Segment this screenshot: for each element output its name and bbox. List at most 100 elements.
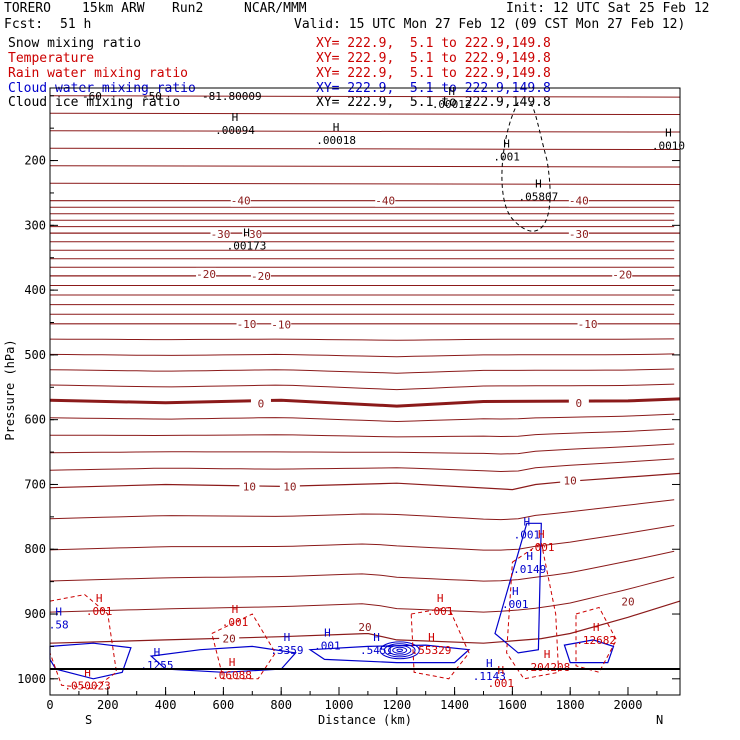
x-axis-label: Distance (km): [318, 713, 412, 727]
isotherm-label: -20: [612, 269, 632, 282]
field-name-cloud-ice: Cloud ice mixing ratio: [8, 95, 181, 110]
contour-label-bg: [560, 474, 581, 487]
max-marker-h: H: [55, 606, 62, 619]
y-tick-label: 1000: [17, 672, 46, 686]
contour-label-bg: [236, 317, 257, 330]
cloud-contour-layer: [49, 101, 617, 690]
max-marker-h: H: [232, 111, 239, 124]
isotherm-label: -30: [569, 228, 589, 241]
contour-label-bg: [568, 396, 589, 409]
field-xy-snow: XY= 222.9, 5.1 to 222.9,149.8: [316, 36, 551, 51]
max-value-label: .0010: [652, 139, 685, 152]
contour-label-bg: [196, 267, 217, 280]
max-marker-h: H: [154, 646, 161, 659]
x-tick-label: 600: [213, 698, 235, 712]
isotherm-minor: [49, 353, 675, 358]
max-marker-h: H: [503, 137, 510, 150]
cloud-water-contour: [563, 639, 615, 664]
x-tick-label: 400: [155, 698, 177, 712]
isotherm-minor: [49, 576, 675, 613]
isotherm-label: 0: [576, 397, 583, 410]
field-xy-temperature: XY= 222.9, 5.1 to 222.9,149.8: [316, 51, 551, 66]
max-value-label: .00018: [316, 134, 356, 147]
isotherm-upper: [49, 147, 681, 151]
header-fcst-value: 51 h: [60, 17, 92, 32]
max-marker-h: H: [535, 177, 542, 190]
cloud-water-max-contour: [396, 648, 403, 653]
isotherm-minor: [49, 338, 675, 341]
isotherm-label: -20: [196, 268, 216, 281]
cloud-water-contour: [494, 522, 542, 654]
y-tick-label: 500: [24, 348, 46, 362]
isotherm-upper: [49, 182, 681, 186]
field-name-snow: Snow mixing ratio: [8, 36, 142, 51]
max-value-label: .001: [528, 541, 555, 554]
isotherm-label: 20: [621, 596, 634, 609]
isotherm-upper: [49, 130, 681, 133]
axes-layer: 0 200 400 600 800 1000 1200 1400 1600 1800 2000200…: [17, 95, 680, 712]
contour-label-bg: [250, 269, 271, 282]
isotherm-label: -40: [569, 195, 589, 208]
header-org: NCAR/MMM: [244, 1, 307, 16]
header-init: Init: 12 UTC Sat 25 Feb 12: [506, 1, 710, 16]
max-marker-h: H: [232, 603, 239, 616]
cloud-ice-contour: [501, 101, 551, 232]
isotherm-label: 10: [283, 480, 296, 493]
x-tick-label: 1400: [440, 698, 469, 712]
x-tick-label: 1800: [556, 698, 585, 712]
isotherm-10: [49, 472, 681, 491]
contour-label-bg: [577, 317, 598, 330]
x-tick-label: 0: [46, 698, 53, 712]
y-tick-label: 600: [24, 413, 46, 427]
y-tick-label: 900: [24, 607, 46, 621]
x-end-label-north: N: [656, 713, 663, 727]
y-tick-label: 400: [24, 283, 46, 297]
y-axis-label: Pressure (hPa): [3, 339, 17, 440]
field-xy-rain: XY= 222.9, 5.1 to 222.9,149.8: [316, 66, 551, 81]
isotherm-layer: [49, 95, 681, 644]
max-marker-h: H: [428, 631, 435, 644]
plot-frame: [49, 87, 681, 696]
isotherm-minor: [49, 499, 675, 521]
isotherm-0: [49, 397, 681, 408]
header-model: TORERO: [4, 1, 51, 16]
max-marker-h: H: [448, 85, 455, 98]
max-marker-h: H: [373, 631, 380, 644]
contour-label-bg: [230, 194, 251, 207]
x-tick-label: 1000: [325, 698, 354, 712]
x-tick-label: 2000: [614, 698, 643, 712]
max-value-label: .001: [427, 605, 454, 618]
contour-label-bg: [210, 227, 231, 240]
isotherm-label: -40: [231, 195, 251, 208]
isotherm-minor: [49, 368, 675, 374]
contour-label-bg: [568, 227, 589, 240]
max-value-label: .0149: [513, 563, 546, 576]
max-value-label: .55329: [412, 644, 452, 657]
upper-isotherm-label: -81.80009: [202, 90, 262, 103]
max-value-label: .001: [493, 150, 520, 163]
isotherm-label: -20: [251, 270, 271, 283]
max-marker-h: H: [284, 631, 291, 644]
isotherm-label: 20: [223, 633, 236, 646]
isotherm-minor: [49, 413, 675, 423]
max-marker-h: H: [593, 621, 600, 634]
isotherm-minor: [49, 428, 675, 438]
isotherm-upper: [49, 112, 681, 116]
y-tick-label: 800: [24, 542, 46, 556]
x-tick-label: 1600: [498, 698, 527, 712]
upper-isotherm-label: -50: [142, 90, 162, 103]
isotherm-minor: [49, 443, 675, 455]
isotherm-label: -10: [237, 318, 257, 331]
isotherm-label: -10: [578, 318, 598, 331]
contour-label-bg: [568, 194, 589, 207]
max-value-label: .001: [314, 639, 341, 652]
max-value-label: .001: [514, 529, 541, 542]
max-value-label: .204208: [524, 661, 570, 674]
x-tick-label: 200: [97, 698, 119, 712]
contour-label-bg: [242, 227, 263, 240]
max-value-label: .06088: [212, 669, 252, 682]
cloud-water-max-contour: [392, 646, 408, 654]
contour-label-bg: [219, 632, 240, 645]
max-value-label: .00094: [215, 124, 255, 137]
